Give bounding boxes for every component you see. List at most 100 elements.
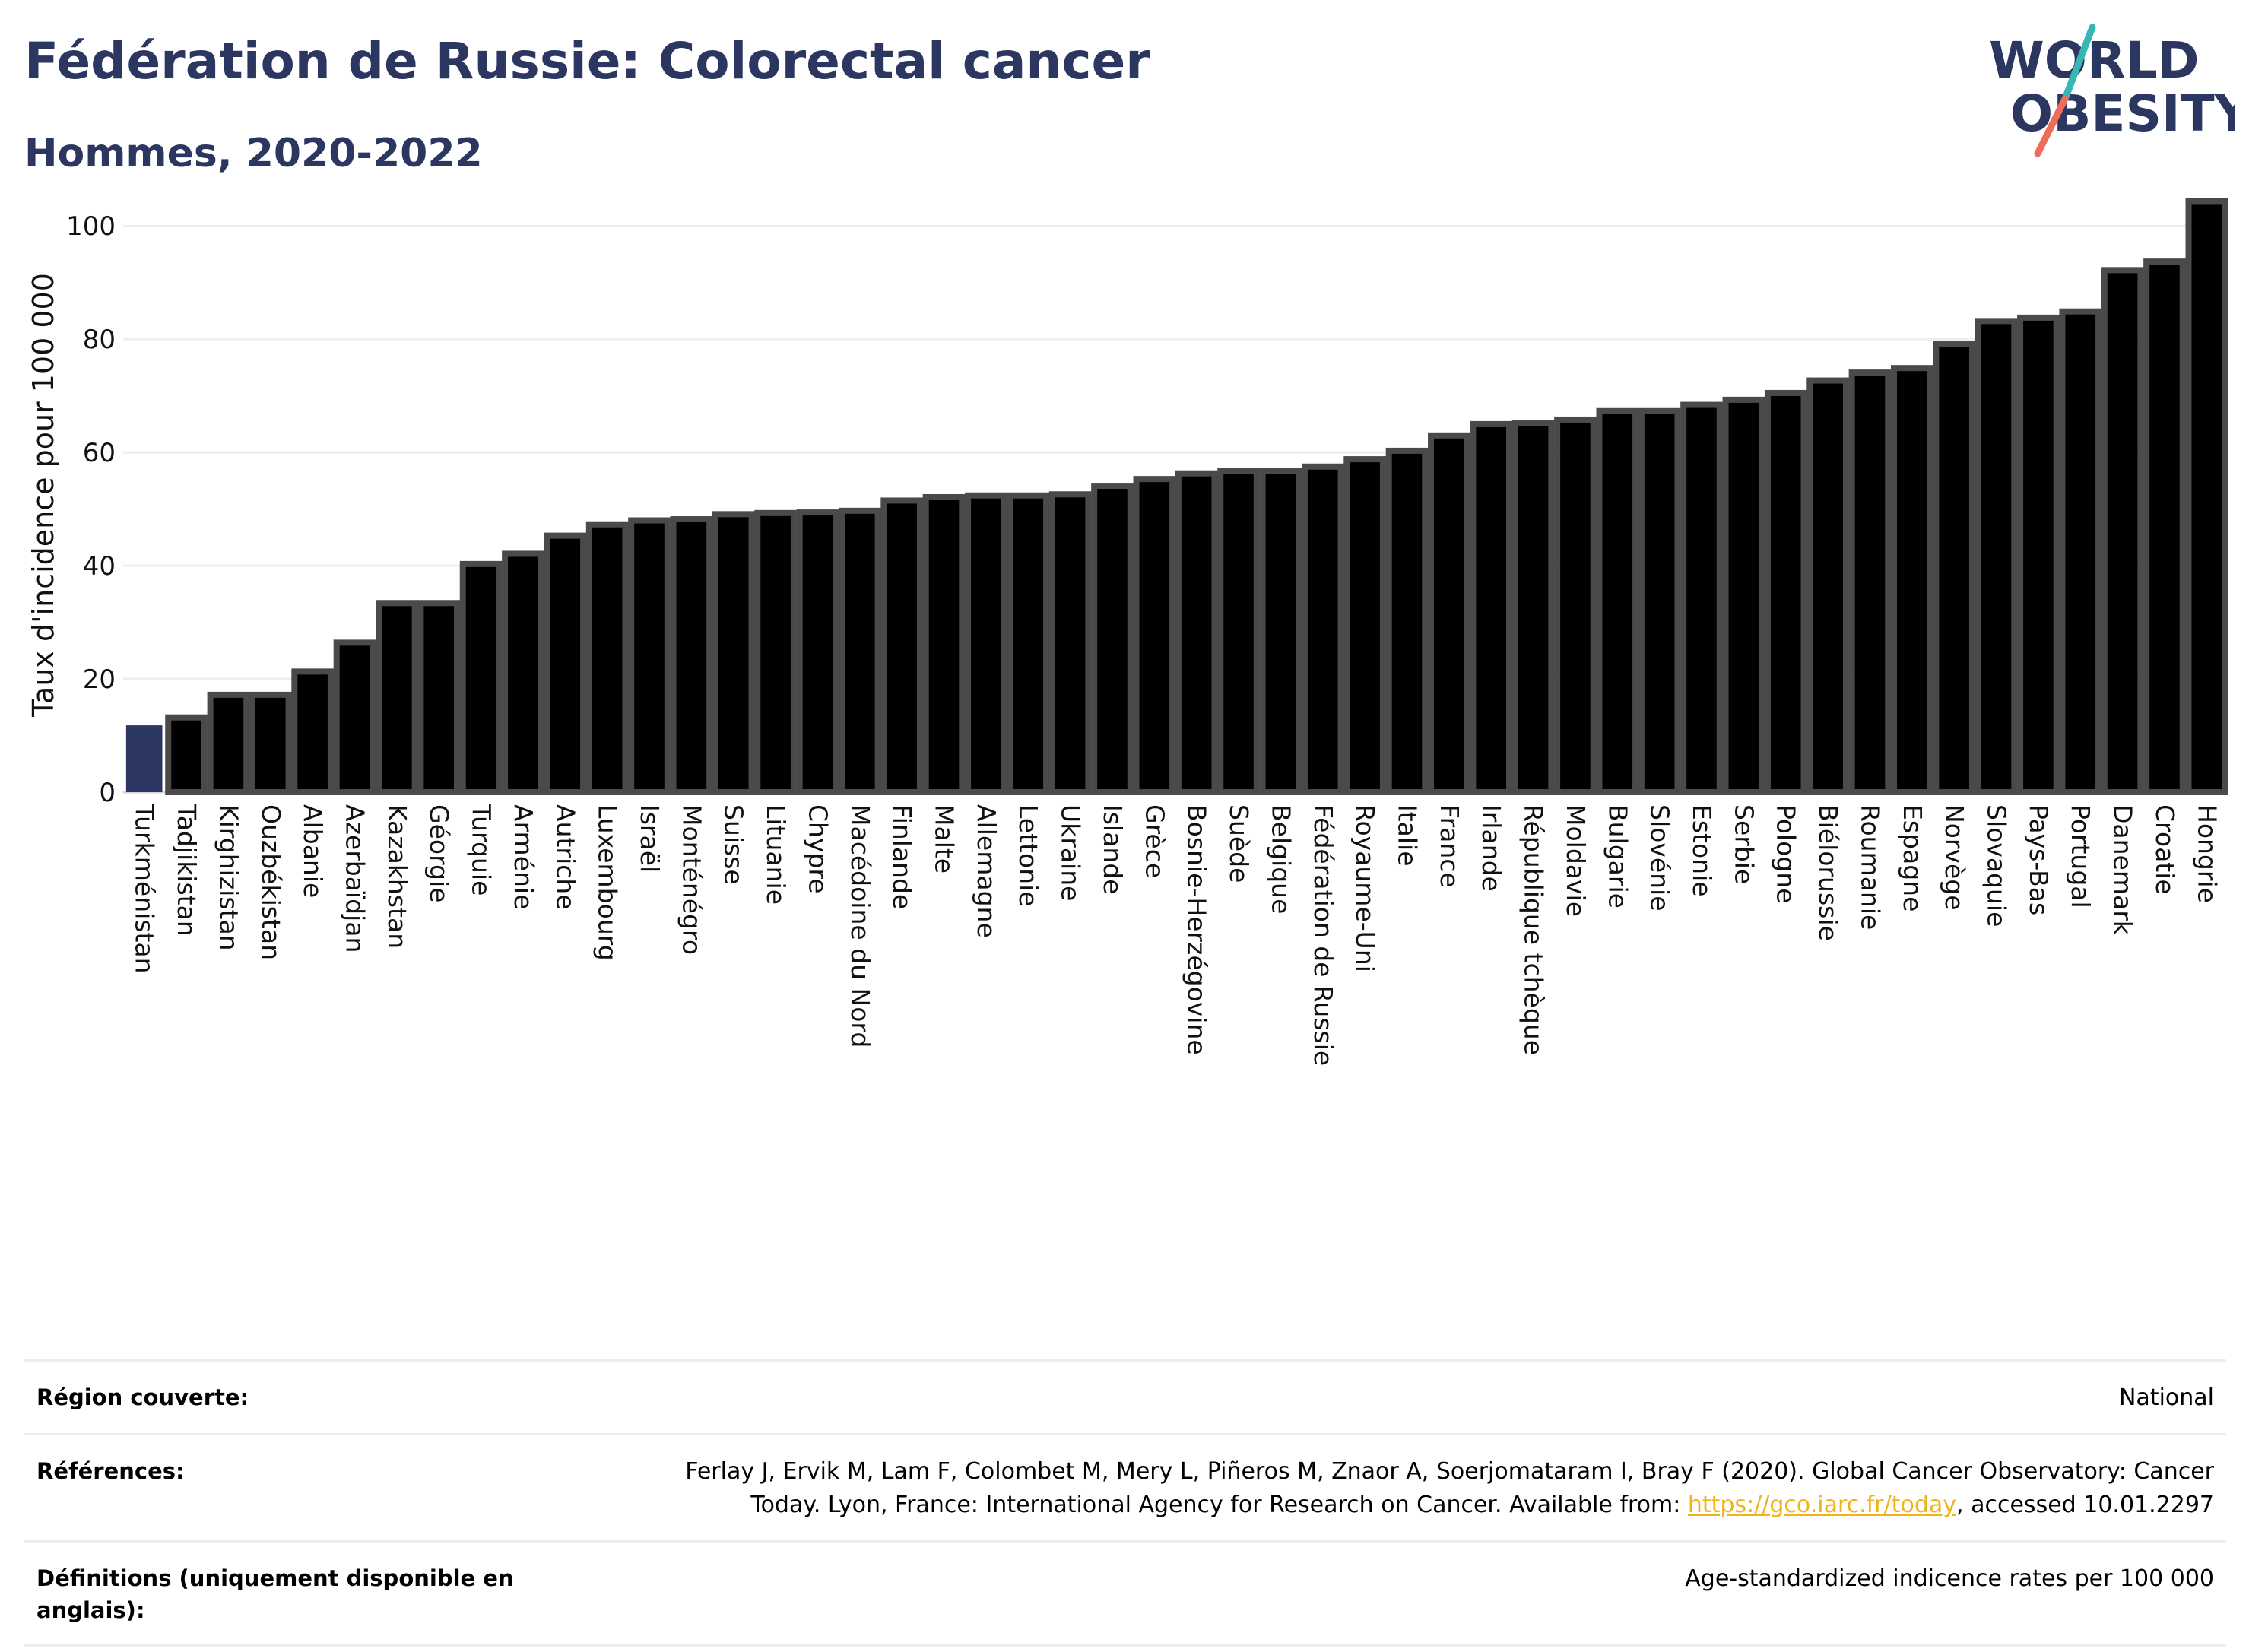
bar[interactable]	[291, 668, 334, 796]
region-label: Région couverte:	[36, 1384, 249, 1410]
definitions-label: Définitions (uniquement disponible en an…	[36, 1565, 514, 1623]
x-tick-label: Portugal	[2066, 804, 2095, 908]
region-row: Région couverte: National	[24, 1359, 2226, 1433]
x-tick-label: Roumanie	[1855, 804, 1885, 930]
bar[interactable]	[965, 492, 1007, 795]
bar[interactable]	[585, 521, 629, 795]
bar[interactable]	[670, 516, 713, 795]
x-tick-label: Espagne	[1898, 804, 1927, 912]
bar[interactable]	[712, 511, 755, 795]
x-tick-label: Biélorussie	[1813, 804, 1843, 941]
page-title: Fédération de Russie: Colorectal cancer	[24, 32, 1150, 90]
x-tick-label: Macédoine du Nord	[845, 804, 875, 1048]
bar[interactable]	[1007, 492, 1050, 795]
x-tick-label: Autriche	[550, 804, 580, 910]
bar[interactable]	[880, 497, 923, 795]
x-tick-label: Islande	[1098, 804, 1128, 894]
bar[interactable]	[1259, 468, 1302, 795]
bar[interactable]	[1301, 463, 1344, 795]
bar[interactable]	[1933, 341, 1975, 796]
y-axis-title: Taux d'incidence pour 100 000	[27, 273, 60, 718]
references-link[interactable]: https://gco.iarc.fr/today	[1687, 1492, 1957, 1518]
bar[interactable]	[417, 600, 461, 795]
bar[interactable]	[1806, 377, 1849, 795]
bar[interactable]	[1091, 483, 1134, 795]
x-tick-label: Serbie	[1729, 804, 1759, 884]
bar[interactable]	[1764, 389, 1807, 795]
bar[interactable]	[2143, 258, 2186, 796]
bar[interactable]	[376, 600, 418, 795]
bar[interactable]	[249, 691, 292, 795]
x-tick-label: Irlande	[1477, 804, 1506, 892]
bar[interactable]	[459, 560, 503, 795]
x-tick-label: Lituanie	[761, 804, 791, 905]
bar[interactable]	[1428, 432, 1470, 795]
bar[interactable]	[754, 509, 797, 795]
definitions-row: Définitions (uniquement disponible en an…	[24, 1540, 2226, 1647]
bar[interactable]	[1596, 407, 1639, 795]
bar[interactable]	[1890, 365, 1933, 795]
bar[interactable]	[1638, 407, 1681, 795]
y-tick-label: 0	[99, 778, 116, 808]
bar[interactable]	[2017, 314, 2060, 795]
bar[interactable]	[1133, 476, 1176, 795]
bar[interactable]	[165, 714, 208, 795]
x-tick-label: Ukraine	[1056, 804, 1086, 901]
world-obesity-logo: WORLD OBESITY	[1989, 24, 2235, 157]
bar[interactable]	[1722, 396, 1765, 795]
x-tick-label: Turkménistan	[130, 804, 160, 974]
bars	[125, 198, 2228, 796]
bar[interactable]	[838, 507, 881, 795]
page-subtitle: Hommes, 2020-2022	[24, 131, 483, 176]
x-tick-label: Croatie	[2150, 804, 2180, 895]
bar[interactable]	[2059, 308, 2102, 795]
y-tick-label: 60	[83, 438, 116, 468]
bar[interactable]	[1511, 420, 1555, 795]
x-tick-label: Danemark	[2108, 804, 2138, 936]
x-tick-label: Turquie	[467, 804, 496, 896]
y-tick-labels: 0 20 40 60 80 100	[66, 211, 116, 808]
bar[interactable]	[1554, 416, 1597, 795]
x-tick-label: Bulgarie	[1603, 804, 1632, 908]
x-tick-label: Norvège	[1940, 804, 1969, 911]
x-tick-label: Bosnie-Herzégovine	[1182, 804, 1212, 1055]
references-line1: Ferlay J, Ervik M, Lam F, Colombet M, Me…	[685, 1458, 2214, 1485]
bar[interactable]	[1470, 420, 1513, 795]
x-tick-label: République tchèque	[1519, 804, 1549, 1055]
bar[interactable]	[125, 725, 163, 792]
x-tick-label: Malte	[930, 804, 960, 874]
x-tick-label: Luxembourg	[593, 804, 623, 961]
bar[interactable]	[922, 493, 966, 795]
x-tick-label: Monténégro	[677, 804, 706, 955]
bar[interactable]	[207, 691, 250, 795]
logo-slash-teal	[2061, 24, 2096, 103]
x-tick-label: Belgique	[1266, 804, 1296, 914]
bar[interactable]	[1343, 456, 1386, 795]
x-tick-label: Tadjikistan	[172, 804, 201, 937]
x-tick-label: Grèce	[1140, 804, 1169, 878]
x-tick-label: Azerbaïdjan	[340, 804, 370, 953]
bar[interactable]	[1175, 470, 1218, 795]
x-tick-label: Fédération de Russie	[1308, 804, 1338, 1066]
bar[interactable]	[1217, 468, 1260, 795]
bar[interactable]	[2101, 267, 2144, 795]
bar[interactable]	[2185, 198, 2228, 796]
bar[interactable]	[1848, 369, 1892, 796]
bar[interactable]	[628, 517, 671, 795]
bar[interactable]	[333, 639, 376, 796]
x-tick-label: Slovénie	[1645, 804, 1675, 912]
x-tick-label: Estonie	[1687, 804, 1717, 897]
references-label: Références:	[36, 1458, 185, 1484]
bar[interactable]	[796, 509, 839, 795]
bar[interactable]	[1680, 401, 1723, 795]
bar[interactable]	[502, 550, 544, 795]
bar[interactable]	[1975, 318, 2018, 795]
x-tick-label: Albanie	[298, 804, 328, 898]
x-tick-label: Kazakhstan	[382, 804, 412, 949]
bar[interactable]	[544, 532, 587, 795]
x-tick-label: Arménie	[509, 804, 538, 909]
x-tick-label: Allemagne	[972, 804, 1001, 938]
bar[interactable]	[1048, 491, 1092, 795]
x-tick-label: Pays-Bas	[2024, 804, 2054, 915]
bar[interactable]	[1385, 447, 1429, 795]
